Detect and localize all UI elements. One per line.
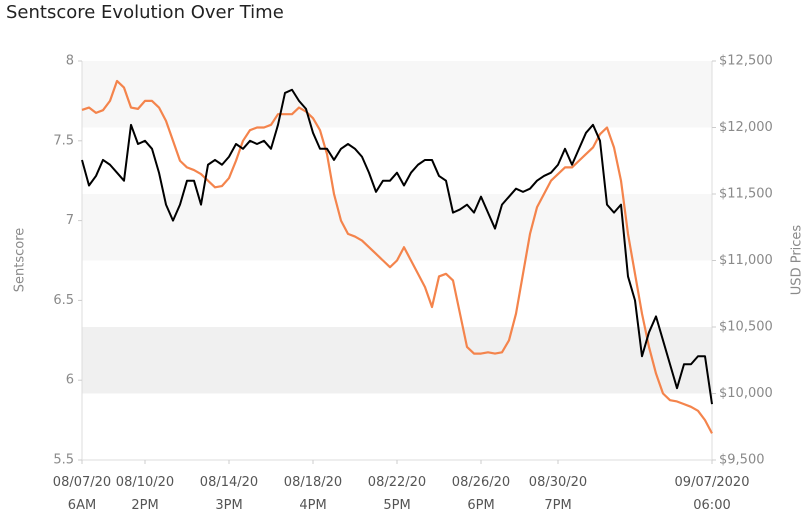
y-tick-label: 7 [66,213,74,228]
y-tick-label: 8 [66,54,74,69]
line-series [81,88,713,405]
band [82,327,712,394]
x-tick-label: 08/10/20 2PM [115,475,175,513]
x-tick-label: 09/07/2020 06:00 [674,475,750,513]
x-tick-label: 08/26/20 6PM [451,475,511,513]
y2-tick-label: $11,000 [719,253,773,268]
y2-tick-label: $12,500 [719,54,773,69]
x-tick-label: 08/30/20 7PM [528,475,588,513]
y2-tick-label: $11,500 [719,187,773,202]
chart-title: Sentscore Evolution Over Time [6,2,284,23]
y-tick-label: 5.5 [53,453,74,468]
x-tick-label: 08/22/20 5PM [367,475,427,513]
y2-axis-label: USD Prices [790,225,805,296]
y-tick-label: 6 [66,373,74,388]
y-axis-label: Sentscore [13,228,28,293]
y-tick-label: 6.5 [53,293,74,308]
x-tick-label: 08/14/20 3PM [199,475,259,513]
x-tick-label: 08/18/20 4PM [283,475,343,513]
band [82,194,712,261]
x-tick-label: 08/07/20 6AM [52,475,112,513]
band [82,61,712,128]
y2-tick-label: $10,000 [719,386,773,401]
y2-tick-label: $12,000 [719,120,773,135]
y2-tick-label: $9,500 [719,453,765,468]
y-tick-label: 7.5 [53,133,74,148]
line-series [81,79,713,434]
y2-tick-label: $10,500 [719,320,773,335]
